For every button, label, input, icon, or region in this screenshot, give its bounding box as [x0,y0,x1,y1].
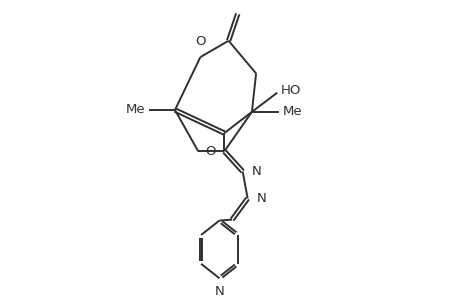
Text: Me: Me [282,105,302,119]
Text: N: N [214,285,224,298]
Text: Me: Me [125,103,145,116]
Text: O: O [205,145,215,158]
Text: O: O [195,35,205,48]
Text: N: N [251,165,261,178]
Text: N: N [256,192,266,205]
Text: HO: HO [280,84,301,98]
